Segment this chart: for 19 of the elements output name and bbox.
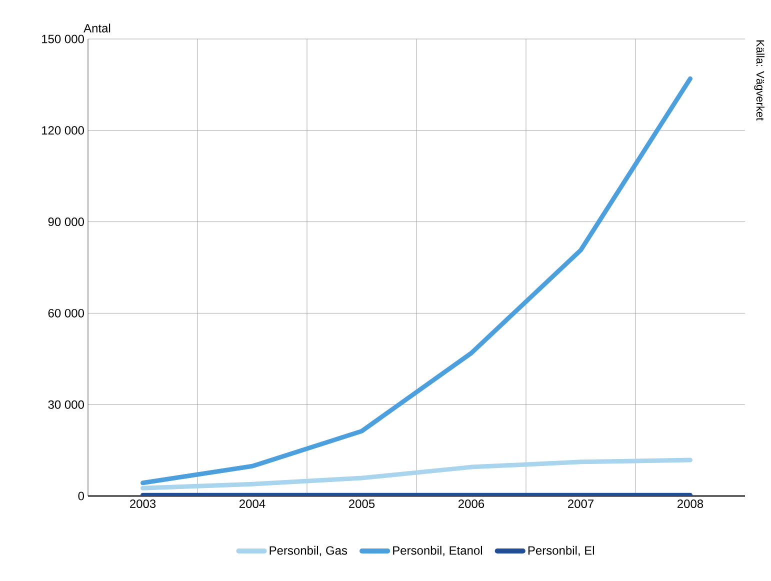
x-tick-label: 2006: [458, 500, 484, 508]
y-tick-label: 60 000: [48, 308, 84, 318]
y-tick-label: 90 000: [48, 218, 84, 226]
legend-label: Personbil, El: [528, 546, 594, 556]
y-tick-label: 30 000: [48, 400, 84, 409]
y-tick-label: 150 000: [42, 34, 84, 44]
x-tick-label: 2004: [240, 500, 266, 508]
y-axis-title: Antal: [84, 24, 110, 32]
x-tick-label: 2003: [130, 500, 156, 508]
y-tick-label: 120 000: [42, 126, 84, 135]
y-tick-label: 0: [78, 492, 84, 500]
text: Källa: Vägverket: [754, 40, 764, 121]
x-tick-label: 2005: [349, 500, 375, 508]
legend-label: Personbil, Etanol: [393, 546, 482, 556]
line-series: [140, 76, 692, 486]
line-series: [140, 458, 692, 490]
legend-label: Personbil, Gas: [270, 546, 348, 556]
x-tick-label: 2007: [568, 500, 594, 508]
x-tick-label: 2008: [678, 500, 704, 508]
